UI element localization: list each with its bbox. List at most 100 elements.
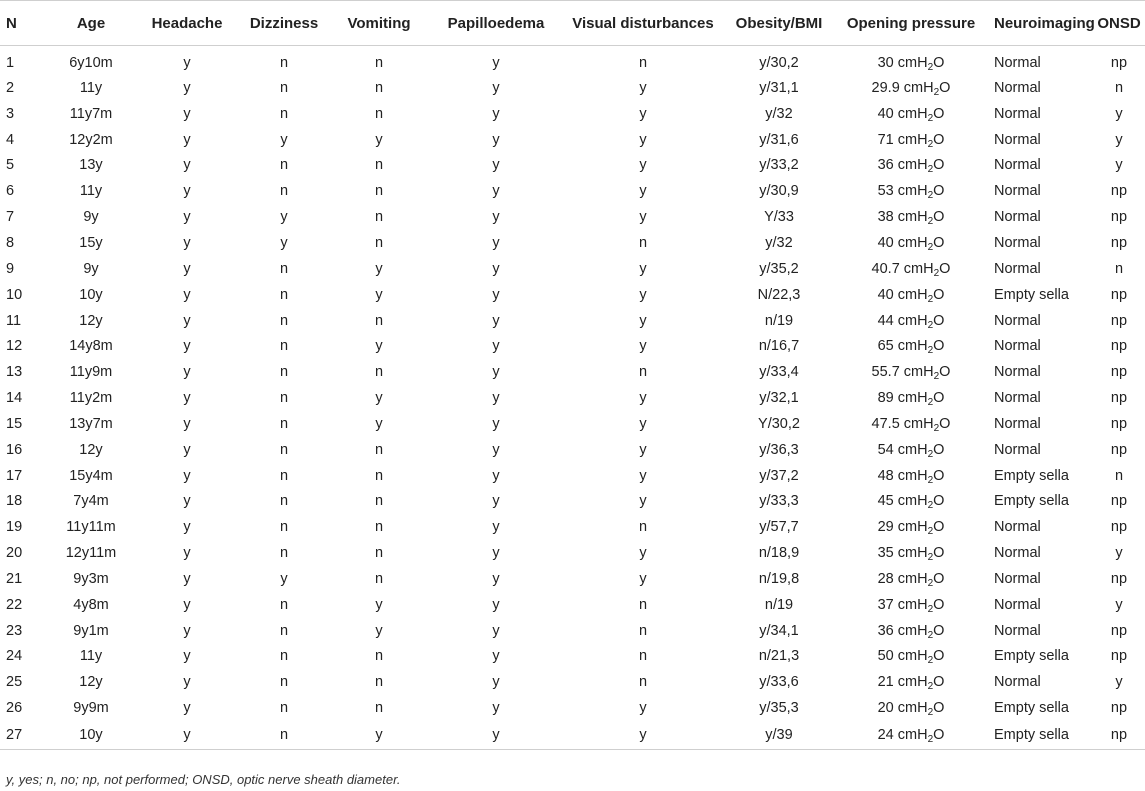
cell-vomiting: n	[374, 312, 384, 329]
cell-obesity-bmi: y/35,2	[759, 260, 799, 277]
cell-onsd: np	[1110, 648, 1128, 665]
cell-opening-pressure: 36 cmH2O	[836, 618, 986, 644]
pressure-unit-prefix: cmH	[897, 648, 928, 665]
pressure-value: 48	[877, 467, 894, 484]
table-row: 4 12y2m y y y y y y/31,6 71 cmH2O Normal y	[0, 127, 1145, 153]
cell-dizziness: n	[279, 674, 289, 691]
cell-headache: y	[183, 467, 191, 484]
cell-n: 4	[6, 131, 15, 148]
cell-headache: y	[183, 338, 191, 355]
pressure-value: 71	[877, 131, 894, 148]
cell-opening-pressure: 29 cmH2O	[836, 514, 986, 540]
cell-headache: y	[183, 260, 191, 277]
table-row: 26 9y9m y n n y y y/35,3 20 cmH2O Empty sella np	[0, 695, 1145, 721]
cell-vomiting: n	[374, 648, 384, 665]
pressure-unit-subscript: 2	[927, 397, 934, 409]
pressure-unit-suffix: O	[933, 545, 945, 562]
col-header-visual-disturbances: Visual disturbances	[564, 0, 722, 46]
cell-dizziness: n	[279, 545, 289, 562]
pressure-unit-prefix: cmH	[903, 260, 934, 277]
table-row: 6 11y y n n y y y/30,9 53 cmH2O Normal np	[0, 178, 1145, 204]
cell-vomiting: n	[374, 674, 384, 691]
table-row: 1 6y10m y n n y n y/30,2 30 cmH2O Normal np	[0, 46, 1145, 76]
cell-vomiting: n	[374, 700, 384, 717]
pressure-unit-prefix: cmH	[903, 79, 934, 96]
cell-headache: y	[183, 286, 191, 303]
cell-onsd: np	[1110, 209, 1128, 226]
cell-n: 9	[6, 260, 15, 277]
cell-neuroimaging: Normal	[994, 209, 1041, 226]
pressure-unit-suffix: O	[939, 260, 951, 277]
pressure-unit-subscript: 2	[927, 345, 934, 357]
table-row: 5 13y y n n y y y/33,2 36 cmH2O Normal y	[0, 153, 1145, 179]
pressure-unit-prefix: cmH	[897, 54, 928, 71]
cell-opening-pressure: 48 cmH2O	[836, 463, 986, 489]
cell-neuroimaging: Normal	[994, 622, 1041, 639]
table-body: 1 6y10m y n n y n y/30,2 30 cmH2O Normal np 2 11y y n n…	[0, 46, 1145, 751]
cell-visual-disturbances: y	[639, 467, 647, 484]
cell-neuroimaging: Normal	[994, 79, 1041, 96]
cell-visual-disturbances: y	[639, 183, 647, 200]
pressure-unit-subscript: 2	[927, 526, 934, 538]
cell-age: 9y3m	[73, 570, 109, 587]
pressure-unit-suffix: O	[933, 570, 945, 587]
cell-dizziness: n	[279, 260, 289, 277]
cell-obesity-bmi: y/33,3	[759, 493, 799, 510]
pressure-unit-prefix: cmH	[897, 622, 928, 639]
table-footnote: y, yes; n, no; np, not performed; ONSD, …	[6, 772, 401, 787]
cell-vomiting: n	[374, 441, 384, 458]
cell-dizziness: n	[279, 79, 289, 96]
cell-headache: y	[183, 674, 191, 691]
cell-dizziness: n	[279, 364, 289, 381]
cell-opening-pressure: 54 cmH2O	[836, 437, 986, 463]
col-header-dizziness: Dizziness	[238, 0, 330, 46]
cell-obesity-bmi: y/35,3	[759, 700, 799, 717]
pressure-unit-subscript: 2	[927, 655, 934, 667]
cell-obesity-bmi: n/19,8	[758, 570, 800, 587]
cell-dizziness: n	[279, 467, 289, 484]
cell-headache: y	[183, 493, 191, 510]
cell-age: 10y	[79, 286, 103, 303]
cell-visual-disturbances: y	[639, 79, 647, 96]
cell-opening-pressure: 71 cmH2O	[836, 127, 986, 153]
pressure-value: 37	[877, 596, 894, 613]
cell-opening-pressure: 40 cmH2O	[836, 230, 986, 256]
pressure-unit-subscript: 2	[927, 190, 934, 202]
table-row: 16 12y y n n y y y/36,3 54 cmH2O Normal np	[0, 437, 1145, 463]
cell-age: 9y	[83, 209, 99, 226]
pressure-unit-suffix: O	[939, 364, 951, 381]
cell-visual-disturbances: y	[639, 700, 647, 717]
cell-visual-disturbances: y	[639, 390, 647, 407]
cell-opening-pressure: 40 cmH2O	[836, 101, 986, 127]
cell-vomiting: y	[375, 622, 383, 639]
cell-neuroimaging: Normal	[994, 441, 1041, 458]
cell-papilloedema: y	[492, 312, 500, 329]
table-row: 11 12y y n n y y n/19 44 cmH2O Normal np	[0, 308, 1145, 334]
pressure-value: 50	[877, 648, 894, 665]
cell-headache: y	[183, 700, 191, 717]
cell-headache: y	[183, 312, 191, 329]
cell-age: 4y8m	[73, 596, 109, 613]
cell-headache: y	[136, 721, 238, 751]
cell-papilloedema: y	[492, 415, 500, 432]
pressure-unit-subscript: 2	[927, 216, 934, 228]
cell-neuroimaging: Empty sella	[994, 493, 1069, 510]
cell-visual-disturbances: y	[639, 415, 647, 432]
cell-vomiting: n	[374, 467, 384, 484]
pressure-value: 40.7	[871, 260, 900, 277]
cell-age: 11y9m	[69, 364, 113, 381]
cell-n: 16	[6, 441, 23, 458]
cell-headache: y	[183, 157, 191, 174]
cell-neuroimaging: Normal	[994, 545, 1041, 562]
cell-papilloedema: y	[492, 209, 500, 226]
cell-dizziness: y	[280, 570, 288, 587]
pressure-unit-subscript: 2	[927, 61, 934, 73]
pressure-unit-subscript: 2	[927, 707, 934, 719]
pressure-unit-suffix: O	[933, 727, 945, 744]
cell-neuroimaging: Normal	[994, 260, 1041, 277]
pressure-value: 55.7	[871, 364, 900, 381]
cell-age: 10y	[46, 721, 136, 751]
cell-obesity-bmi: y/32,1	[759, 390, 799, 407]
header-row: N Age Headache Dizziness Vomiting Papill…	[0, 0, 1145, 46]
cell-vomiting: n	[374, 105, 384, 122]
